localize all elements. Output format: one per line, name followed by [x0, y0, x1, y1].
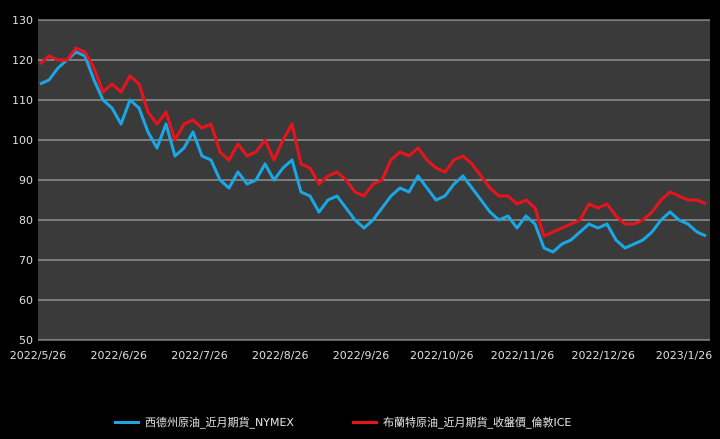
legend-label-brent: 布蘭特原油_近月期貨_收盤價_倫敦ICE [383, 416, 572, 429]
series-line-wti [39, 50, 707, 254]
legend-swatch-wti [114, 420, 140, 424]
x-tick-label: 2022/12/26 [572, 349, 635, 362]
x-tick-label: 2022/8/26 [252, 349, 308, 362]
legend-item-brent: 布蘭特原油_近月期貨_收盤價_倫敦ICE [352, 414, 571, 430]
x-tick-label: 2022/5/26 [10, 349, 66, 362]
line-chart: 50 60 70 80 90 100 110 120 130 2022/5/26 2022/6/26… [10, 14, 712, 362]
legend-item-wti: 西德州原油_近月期貨_NYMEX [114, 414, 294, 430]
x-tick-label: 2022/9/26 [333, 349, 389, 362]
y-tick-label: 60 [19, 294, 33, 307]
x-tick-label: 2022/7/26 [171, 349, 227, 362]
y-tick-label: 130 [12, 14, 33, 27]
y-tick-label: 80 [19, 214, 33, 227]
legend-swatch-brent [352, 420, 378, 424]
y-tick-label: 90 [19, 174, 33, 187]
legend-label-wti: 西德州原油_近月期貨_NYMEX [145, 416, 294, 429]
x-tick-label: 2022/6/26 [91, 349, 147, 362]
x-tick-label: 2023/1/26 [656, 349, 712, 362]
y-tick-label: 110 [12, 94, 33, 107]
y-tick-label: 70 [19, 254, 33, 267]
y-tick-label: 50 [19, 334, 33, 347]
x-tick-label: 2022/10/26 [410, 349, 473, 362]
series-line-brent [39, 46, 707, 238]
x-tick-label: 2022/11/26 [491, 349, 554, 362]
legend: 西德州原油_近月期貨_NYMEX 布蘭特原油_近月期貨_收盤價_倫敦ICE [0, 414, 720, 436]
y-tick-label: 120 [12, 54, 33, 67]
y-tick-label: 100 [12, 134, 33, 147]
